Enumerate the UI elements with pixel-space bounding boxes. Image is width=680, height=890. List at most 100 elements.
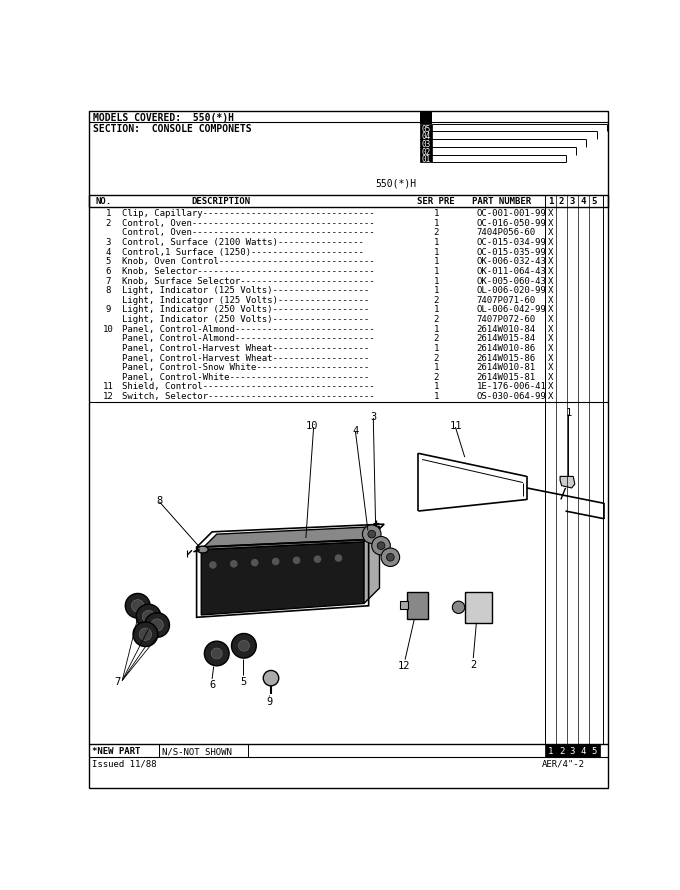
- Text: 1: 1: [433, 247, 439, 256]
- Text: 2: 2: [433, 229, 439, 238]
- Ellipse shape: [197, 546, 208, 553]
- Text: SECTION:  CONSOLE COMPONETS: SECTION: CONSOLE COMPONETS: [92, 124, 252, 134]
- Text: 1: 1: [433, 344, 439, 353]
- Text: 4: 4: [352, 425, 358, 435]
- Text: 2614W010-84: 2614W010-84: [477, 325, 536, 334]
- Text: 04: 04: [422, 133, 430, 142]
- Text: NO.: NO.: [96, 197, 112, 206]
- Text: 5: 5: [105, 257, 111, 266]
- Text: OK-006-032-43: OK-006-032-43: [477, 257, 546, 266]
- Text: Knob, Oven Control-----------------------------: Knob, Oven Control----------------------…: [122, 257, 375, 266]
- Text: Issued 11/88: Issued 11/88: [92, 760, 156, 769]
- Text: 550(*)H: 550(*)H: [375, 178, 417, 189]
- Text: 1: 1: [433, 267, 439, 276]
- Text: OC-015-035-99: OC-015-035-99: [477, 247, 546, 256]
- Text: 12: 12: [103, 392, 114, 401]
- Text: 1: 1: [433, 287, 439, 295]
- Text: 5: 5: [592, 748, 597, 756]
- Text: OK-011-064-43: OK-011-064-43: [477, 267, 546, 276]
- Polygon shape: [560, 476, 575, 488]
- Circle shape: [372, 537, 390, 555]
- Text: 7: 7: [114, 676, 121, 686]
- Circle shape: [335, 555, 341, 561]
- Bar: [420, 155, 432, 162]
- Circle shape: [139, 628, 152, 641]
- Text: X: X: [548, 305, 554, 314]
- Text: 3: 3: [570, 197, 575, 206]
- Text: X: X: [548, 344, 554, 353]
- Text: Control,1 Surface (1250)---------------------: Control,1 Surface (1250)----------------…: [122, 247, 364, 256]
- Circle shape: [362, 525, 381, 544]
- Text: X: X: [548, 363, 554, 372]
- Text: Switch, Selector-------------------------------: Switch, Selector------------------------…: [122, 392, 375, 401]
- Circle shape: [205, 641, 229, 666]
- Text: X: X: [548, 209, 554, 218]
- Text: 1: 1: [105, 209, 111, 218]
- Bar: [89, 744, 158, 756]
- Bar: [567, 744, 578, 756]
- Text: 5: 5: [592, 197, 597, 206]
- Text: DESCRIPTION: DESCRIPTION: [191, 197, 250, 206]
- Bar: [464, 592, 492, 623]
- Bar: [158, 744, 248, 756]
- Text: X: X: [548, 219, 554, 228]
- Circle shape: [381, 548, 400, 567]
- Circle shape: [145, 612, 169, 637]
- Text: 2: 2: [559, 197, 564, 206]
- Text: Panel, Control-Almond--------------------------: Panel, Control-Almond-------------------…: [122, 325, 375, 334]
- Text: 5: 5: [240, 676, 246, 686]
- Text: SER PRE: SER PRE: [418, 197, 455, 206]
- Text: 1: 1: [433, 257, 439, 266]
- Text: 4: 4: [581, 748, 586, 756]
- Text: OC-001-001-99: OC-001-001-99: [477, 209, 546, 218]
- Text: X: X: [548, 295, 554, 305]
- Polygon shape: [201, 542, 364, 615]
- Text: Shield, Control--------------------------------: Shield, Control-------------------------…: [122, 383, 375, 392]
- Text: Light, Indicator (125 Volts)------------------: Light, Indicator (125 Volts)------------…: [122, 287, 369, 295]
- Text: 9: 9: [105, 305, 111, 314]
- Text: Panel, Control-Almond--------------------------: Panel, Control-Almond-------------------…: [122, 335, 375, 344]
- Text: Light, Indicator (250 Volts)------------------: Light, Indicator (250 Volts)------------…: [122, 305, 369, 314]
- Text: OC-015-034-99: OC-015-034-99: [477, 239, 546, 247]
- Text: 1: 1: [433, 277, 439, 286]
- Circle shape: [131, 600, 144, 612]
- Text: Clip, Capillary--------------------------------: Clip, Capillary-------------------------…: [122, 209, 375, 218]
- Text: X: X: [548, 353, 554, 362]
- Text: Control, Surface (2100 Watts)----------------: Control, Surface (2100 Watts)-----------…: [122, 239, 364, 247]
- Text: 3: 3: [570, 748, 575, 756]
- Text: X: X: [548, 257, 554, 266]
- Bar: [589, 744, 600, 756]
- Text: 2614W015-81: 2614W015-81: [477, 373, 536, 382]
- Circle shape: [209, 562, 216, 568]
- Bar: [420, 124, 432, 132]
- Text: 1: 1: [433, 219, 439, 228]
- Text: AER/4"-2: AER/4"-2: [542, 760, 585, 769]
- Circle shape: [151, 619, 163, 631]
- Text: MODELS COVERED:  550(*)H: MODELS COVERED: 550(*)H: [92, 113, 234, 123]
- Circle shape: [377, 542, 385, 549]
- Text: X: X: [548, 315, 554, 324]
- Text: Panel, Control-Harvest Wheat------------------: Panel, Control-Harvest Wheat------------…: [122, 344, 369, 353]
- Text: 7407P071-60: 7407P071-60: [477, 295, 536, 305]
- Circle shape: [368, 530, 375, 538]
- Polygon shape: [201, 527, 379, 549]
- Text: 3: 3: [105, 239, 111, 247]
- Text: 4: 4: [105, 247, 111, 256]
- Text: 1: 1: [433, 363, 439, 372]
- Text: 1: 1: [566, 408, 572, 418]
- Text: 2: 2: [433, 353, 439, 362]
- Text: 05: 05: [422, 125, 430, 134]
- Bar: [578, 744, 589, 756]
- Text: OC-016-050-99: OC-016-050-99: [477, 219, 546, 228]
- Text: 7407P072-60: 7407P072-60: [477, 315, 536, 324]
- Text: 3: 3: [370, 412, 377, 422]
- Text: Panel, Control-Harvest Wheat------------------: Panel, Control-Harvest Wheat------------…: [122, 353, 369, 362]
- Text: PART NUMBER: PART NUMBER: [473, 197, 532, 206]
- Circle shape: [239, 641, 250, 651]
- Circle shape: [231, 634, 256, 658]
- Text: Control, Oven----------------------------------: Control, Oven---------------------------…: [122, 219, 375, 228]
- Circle shape: [386, 554, 394, 561]
- Text: 10: 10: [103, 325, 114, 334]
- Text: Knob, Surface Selector-------------------------: Knob, Surface Selector------------------…: [122, 277, 375, 286]
- Text: Knob, Selector---------------------------------: Knob, Selector--------------------------…: [122, 267, 375, 276]
